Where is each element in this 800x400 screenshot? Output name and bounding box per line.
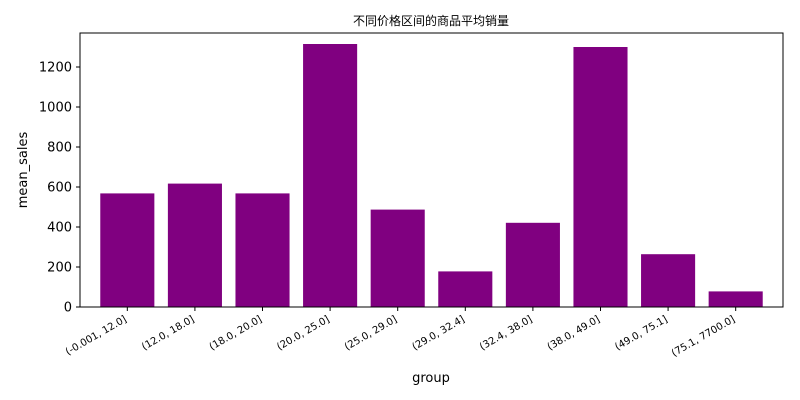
x-tick-label-6: (32.4, 38.0] bbox=[478, 314, 534, 353]
bar-6 bbox=[506, 223, 560, 307]
bar-3 bbox=[303, 44, 357, 307]
bars-group bbox=[100, 44, 762, 307]
bar-8 bbox=[641, 254, 695, 307]
x-tick-label-1: (12.0, 18.0] bbox=[140, 314, 196, 353]
y-tick-label-6: 1200 bbox=[39, 61, 72, 76]
y-tick-label-4: 800 bbox=[47, 141, 72, 156]
x-tick-label-7: (38.0, 49.0] bbox=[546, 314, 602, 353]
y-tick-label-3: 600 bbox=[47, 181, 72, 196]
x-tick-label-5: (29.0, 32.4] bbox=[410, 314, 466, 353]
x-tick-label-3: (20.0, 25.0] bbox=[275, 314, 331, 353]
chart-title: 不同价格区间的商品平均销量 bbox=[353, 13, 509, 28]
bar-7 bbox=[573, 47, 627, 307]
y-axis-title: mean_sales bbox=[16, 132, 31, 209]
x-tick-label-9: (75.1, 7700.0] bbox=[670, 314, 737, 359]
y-tick-label-1: 200 bbox=[47, 261, 72, 276]
bar-0 bbox=[100, 193, 154, 307]
y-axis-ticks: 0 200 400 600 800 1000 1200 bbox=[39, 61, 80, 316]
bar-9 bbox=[709, 291, 763, 307]
x-axis-ticks: (-0.001, 12.0] (12.0, 18.0] (18.0, 20.0] (2… bbox=[64, 307, 737, 359]
x-tick-label-8: (49.0, 75.1] bbox=[613, 314, 669, 353]
x-tick-label-0: (-0.001, 12.0] bbox=[64, 314, 129, 358]
y-tick-label-0: 0 bbox=[64, 301, 72, 316]
bar-1 bbox=[168, 184, 222, 307]
x-axis-title: group bbox=[412, 371, 450, 386]
x-tick-label-2: (18.0, 20.0] bbox=[208, 314, 264, 353]
y-tick-label-2: 400 bbox=[47, 221, 72, 236]
bar-5 bbox=[438, 271, 492, 307]
y-tick-label-5: 1000 bbox=[39, 101, 72, 116]
x-tick-label-4: (25.0, 29.0] bbox=[343, 314, 399, 353]
bar-2 bbox=[235, 193, 289, 307]
bar-4 bbox=[371, 210, 425, 307]
